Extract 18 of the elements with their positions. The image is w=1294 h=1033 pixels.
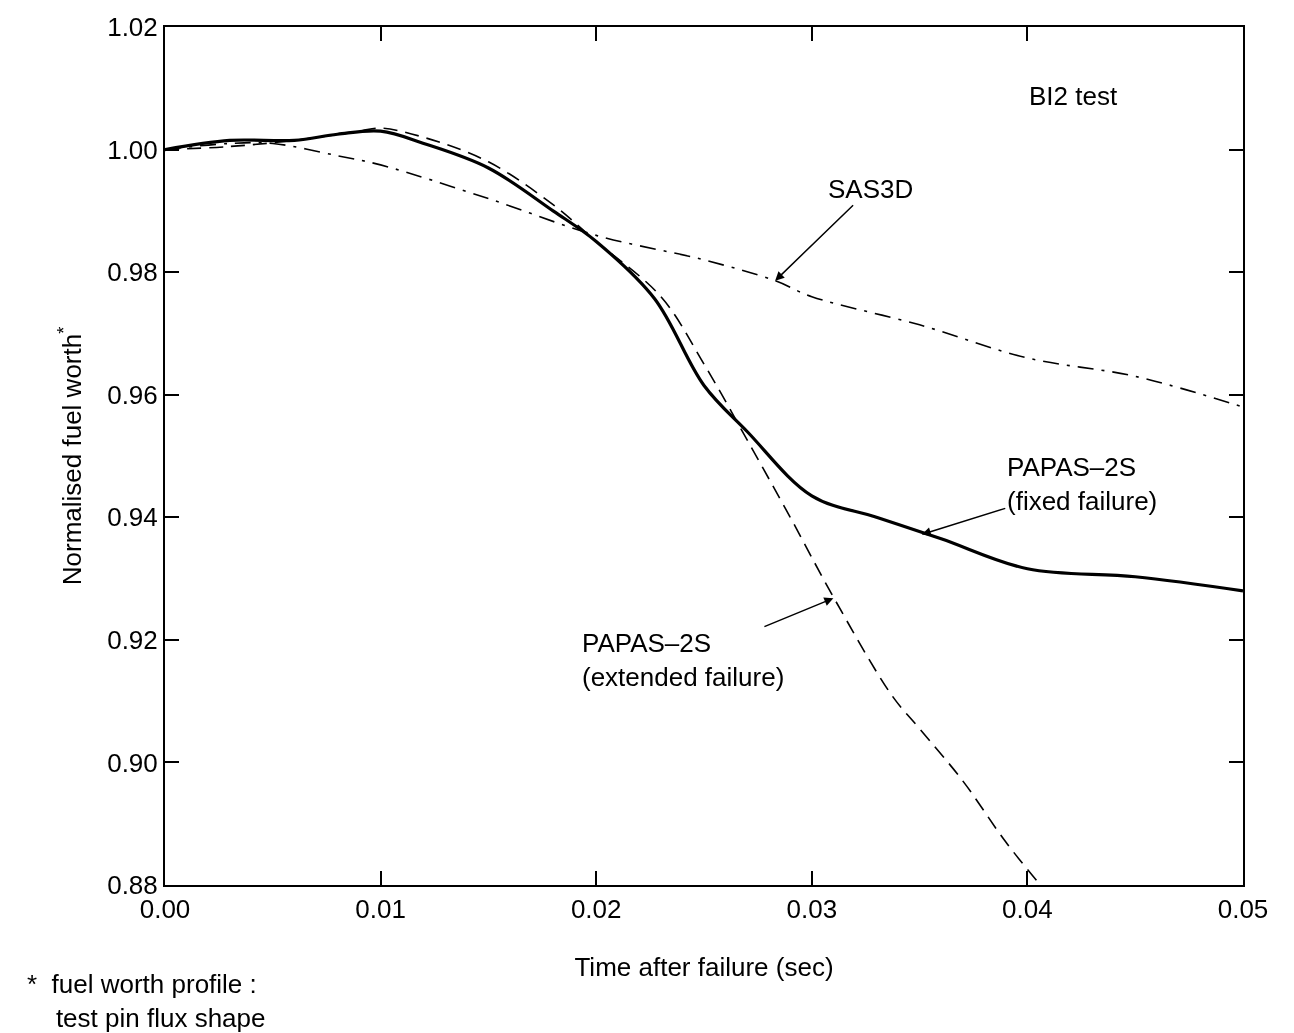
x-tick-label: 0.05 xyxy=(1217,894,1269,925)
annotation: PAPAS–2S (extended failure) xyxy=(582,628,785,692)
x-tick-label: 0.01 xyxy=(355,894,406,925)
y-tick-label: 1.00 xyxy=(107,134,158,165)
x-axis-title: Time after failure (sec) xyxy=(574,952,834,983)
annotation: PAPAS–2S (fixed failure) xyxy=(1007,452,1158,516)
y-tick-label: 1.02 xyxy=(107,12,158,43)
y-tick-label: 0.92 xyxy=(107,624,158,655)
y-tick-label: 0.96 xyxy=(107,379,158,410)
y-tick-label: 0.98 xyxy=(107,257,158,288)
x-tick-label: 0.03 xyxy=(786,894,838,925)
text: * fuel worth profile : test pin flux shape xyxy=(27,969,266,1033)
annotation: BI2 test xyxy=(1029,81,1118,111)
annotation: SAS3D xyxy=(828,174,914,204)
x-tick-label: 0.04 xyxy=(1002,894,1053,925)
x-tick-label: 0.02 xyxy=(570,894,622,925)
y-tick-label: 0.90 xyxy=(107,747,158,778)
y-tick-label: 0.94 xyxy=(107,502,158,533)
